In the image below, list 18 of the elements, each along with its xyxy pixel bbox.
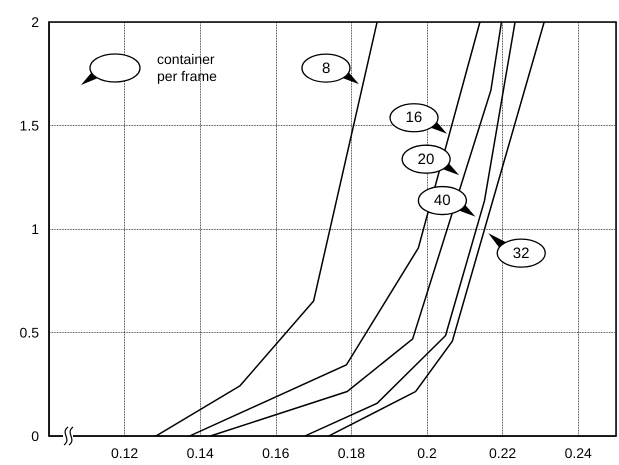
y-tick-label: 2	[31, 14, 40, 30]
annotation: 16	[406, 109, 422, 126]
annotation: 32	[512, 244, 530, 262]
x-tick-label: 0.12	[110, 445, 138, 461]
annotation: 8	[322, 60, 330, 77]
x-tick-label: 0.2	[417, 445, 437, 461]
legend-title: container per frame	[157, 51, 218, 85]
x-tick-label: 0.22	[488, 445, 516, 461]
annotation: 20	[418, 150, 434, 168]
y-tick-label: 0.5	[20, 324, 40, 340]
annotation: 40	[434, 192, 451, 210]
y-tick-label: 1	[31, 221, 40, 237]
x-tick-label: 0.16	[262, 445, 290, 461]
x-tick-label: 0.24	[564, 445, 592, 461]
x-tick-label: 0.14	[186, 445, 214, 461]
x-tick-label: 0.18	[338, 445, 366, 461]
y-tick-label: 1.5	[20, 118, 40, 134]
y-tick-label: 0	[31, 428, 40, 444]
